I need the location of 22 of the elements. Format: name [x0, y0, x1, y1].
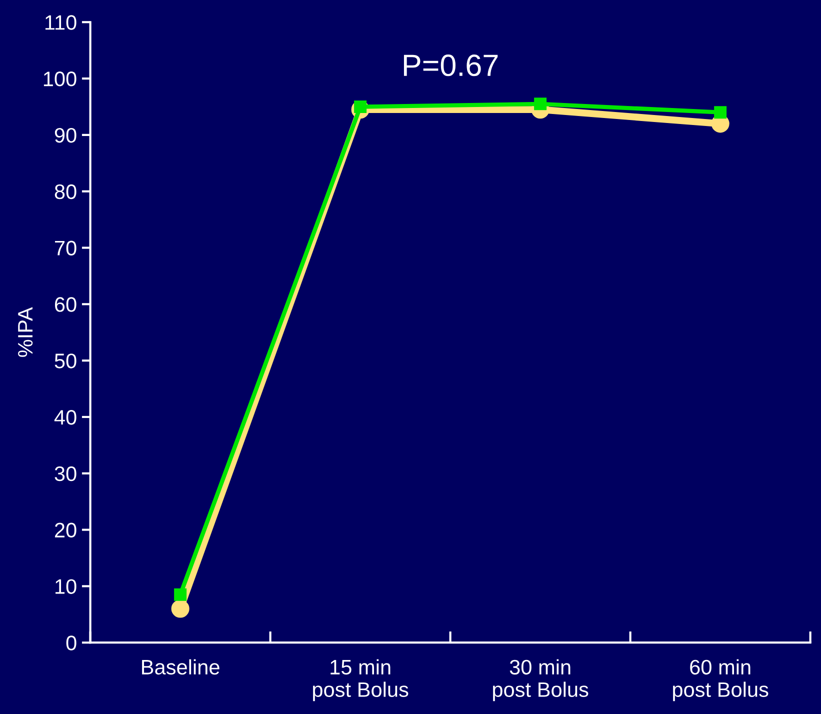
point — [171, 600, 190, 618]
y-tick-label: 20 — [54, 522, 76, 538]
y-tick-label: 0 — [66, 636, 76, 650]
y-tick-label: 90 — [54, 128, 76, 143]
point — [174, 588, 187, 601]
y-axis-title: %IPA — [18, 307, 33, 357]
x-tick-label: 30 min post Bolus — [493, 659, 588, 702]
y-tick-label: 110 — [45, 15, 76, 30]
x-tick-label: Baseline — [142, 659, 220, 675]
point — [534, 98, 547, 110]
y-tick-label: 10 — [56, 579, 76, 594]
y-tick-label: 70 — [55, 240, 76, 256]
y-tick-label: 50 — [54, 354, 76, 368]
y-tick-label: 80 — [54, 184, 76, 200]
point — [714, 106, 727, 119]
y-tick-label: 100 — [44, 72, 76, 86]
x-tick-label: 15 min post Bolus — [313, 659, 408, 702]
y-tick-label: 40 — [54, 410, 76, 425]
y-tick-label: 60 — [55, 297, 76, 312]
x-tick-label: 60 min post Bolus — [673, 659, 768, 702]
text: P=0.67 — [404, 54, 498, 76]
y-tick-label: 30 — [54, 466, 76, 482]
